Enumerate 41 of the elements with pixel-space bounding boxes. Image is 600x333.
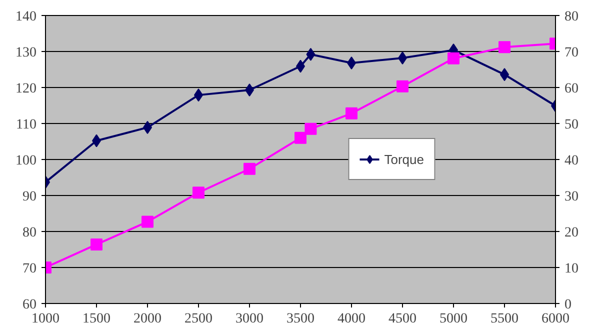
y2-tick-label: 70 xyxy=(564,46,578,60)
point xyxy=(448,52,460,64)
y-tick-label: 80 xyxy=(22,226,36,240)
x-tick-label: 1000 xyxy=(32,312,60,326)
y-tick-label: 60 xyxy=(22,298,36,312)
y2-tick-label: 10 xyxy=(564,262,578,276)
y-tick-label: 120 xyxy=(16,82,36,96)
point xyxy=(346,107,358,120)
y-tick-label: 110 xyxy=(16,118,37,132)
y2-tick-label: 30 xyxy=(564,190,578,204)
x-tick-label: 5000 xyxy=(440,312,468,326)
x-tick-label: 1500 xyxy=(82,312,110,326)
point xyxy=(192,186,204,199)
x-tick-label: 6000 xyxy=(542,312,570,326)
point xyxy=(90,238,102,250)
point xyxy=(294,132,306,144)
x-tick-label: 4000 xyxy=(338,312,366,326)
point xyxy=(498,41,510,54)
x-tick-label: 4500 xyxy=(388,312,416,326)
point xyxy=(396,80,408,92)
y-tick-label: 90 xyxy=(22,190,36,204)
legend-label: Torque xyxy=(384,152,424,166)
y2-tick-label: 60 xyxy=(564,82,578,96)
y2-tick-label: 20 xyxy=(564,226,578,240)
y2-tick-label: 50 xyxy=(564,118,578,132)
y-tick-label: 140 xyxy=(16,10,36,24)
x-tick-label: 5500 xyxy=(490,312,518,326)
y-tick-label: 100 xyxy=(16,154,36,168)
x-tick-label: 3500 xyxy=(286,312,314,326)
point xyxy=(306,48,316,61)
y-tick-label: 70 xyxy=(22,262,36,276)
point xyxy=(304,122,317,135)
x-tick-label: 2000 xyxy=(134,312,162,326)
y-tick-label: 130 xyxy=(16,46,36,60)
y2-tick-label: 40 xyxy=(564,154,578,168)
y2-tick-label: 0 xyxy=(564,298,572,312)
point xyxy=(244,162,256,175)
x-tick-label: 2500 xyxy=(184,312,212,326)
y2-tick-label: 80 xyxy=(564,10,578,24)
x-tick-label: 3000 xyxy=(236,312,264,326)
point xyxy=(142,216,154,228)
